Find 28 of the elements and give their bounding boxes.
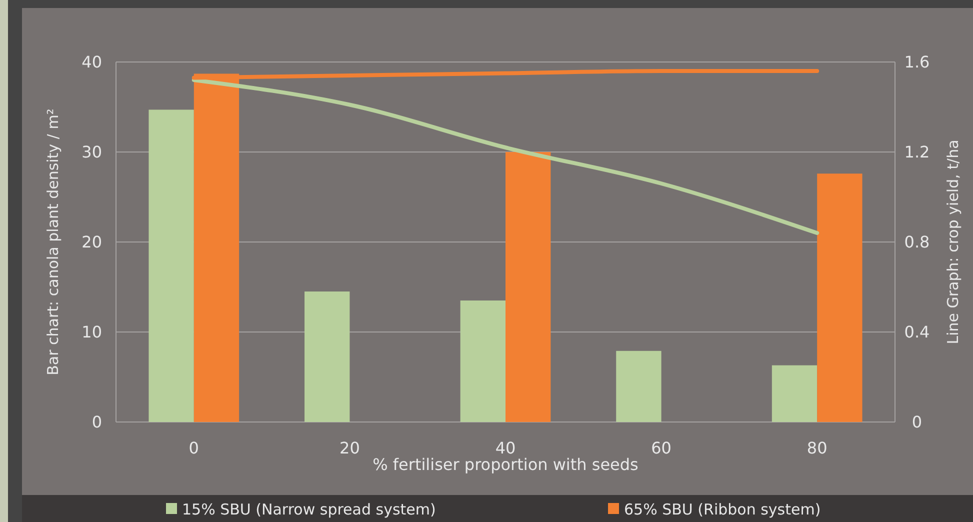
y2-axis-title: Line Graph: crop yield, t/ha [944, 140, 962, 344]
x-tick-label: 80 [806, 438, 828, 458]
x-axis-title: % fertiliser proportion with seeds [372, 455, 638, 474]
legend-label: 15% SBU (Narrow spread system) [182, 500, 436, 518]
legend-label: 65% SBU (Ribbon system) [624, 500, 821, 518]
bar [772, 365, 818, 422]
x-tick-label: 0 [188, 438, 199, 458]
y-axis-title: Bar chart: canola plant density / m² [44, 108, 62, 376]
bar [506, 152, 551, 422]
y-tick-label: 10 [82, 322, 102, 342]
bar [460, 300, 506, 422]
x-tick-label: 20 [340, 438, 360, 458]
y-tick-label: 30 [82, 142, 102, 162]
x-tick-label: 60 [651, 438, 672, 458]
bar [616, 350, 662, 422]
line-series [192, 78, 820, 235]
x-tick-label: 40 [495, 438, 516, 458]
y2-tick-label: 0.4 [904, 322, 930, 342]
y-tick-label: 20 [82, 232, 102, 252]
y2-tick-label: 1.6 [904, 52, 930, 72]
bar [148, 110, 194, 422]
y2-tick-label: 0.8 [904, 232, 930, 252]
y2-tick-label: 1.2 [904, 142, 930, 162]
y2-tick-label: 0 [912, 412, 922, 432]
bar [817, 174, 862, 422]
y-tick-label: 0 [92, 412, 102, 432]
bar [304, 292, 350, 422]
y-tick-label: 40 [82, 52, 102, 72]
